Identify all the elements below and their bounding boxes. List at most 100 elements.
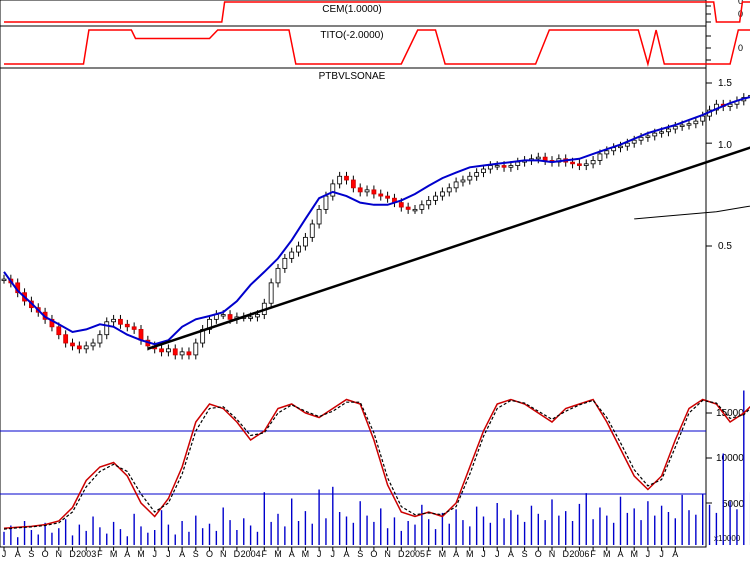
candle-body — [412, 208, 418, 212]
candle-body — [296, 245, 301, 253]
candle-body — [467, 175, 473, 181]
candle-body — [248, 316, 254, 319]
candle-body — [727, 103, 733, 107]
candle-body — [378, 193, 384, 197]
cem-title: CEM(1.0000) — [322, 4, 381, 15]
candle-body — [638, 136, 644, 141]
x-tick-label: J — [317, 549, 322, 558]
x-tick-label: A — [508, 549, 514, 558]
candle-body — [624, 142, 630, 147]
x-tick-label: M — [630, 549, 638, 558]
candle-body — [460, 179, 466, 183]
candle-body — [700, 115, 706, 122]
x-tick-label: M — [110, 549, 118, 558]
oscillator-line-0 — [3, 398, 750, 529]
candle-body — [282, 257, 288, 269]
x-tick-label: S — [28, 549, 34, 558]
x-tick-label: M — [137, 549, 145, 558]
cem-series-line-0 — [4, 1, 750, 23]
x-tick-label: O — [206, 549, 213, 558]
trendline — [147, 146, 750, 350]
candle-body — [508, 165, 514, 168]
x-tick-label: D — [69, 549, 76, 558]
x-tick-label: S — [522, 549, 528, 558]
x-tick-label: M — [466, 549, 474, 558]
x-tick-label: A — [343, 549, 349, 558]
x-tick-label: N — [384, 549, 391, 558]
x-tick-label: J — [166, 549, 171, 558]
candle-body — [577, 163, 582, 166]
candle-body — [652, 132, 658, 137]
candle-body — [255, 314, 260, 318]
candle-body — [179, 351, 185, 356]
tito-title: TITO(-2.0000) — [320, 30, 383, 41]
candle-body — [618, 145, 623, 149]
osc-tick-label-2: 5000 — [722, 499, 745, 510]
osc-multiplier-label: x10000 — [714, 534, 741, 543]
x-tick-label: O — [42, 549, 49, 558]
x-tick-label: D — [234, 549, 241, 558]
candle-body — [337, 175, 343, 185]
x-tick-label: 2004 — [241, 549, 261, 558]
candle-body — [631, 139, 637, 144]
x-tick-label: M — [274, 549, 282, 558]
moving-average-line-1 — [634, 205, 750, 220]
x-tick-label: N — [56, 549, 63, 558]
candle-body — [542, 156, 548, 161]
candle-body — [104, 321, 110, 336]
x-tick-label: J — [2, 549, 7, 558]
x-tick-label: M — [603, 549, 611, 558]
candle-body — [49, 318, 55, 328]
cem-tick-0: 0 — [738, 0, 743, 6]
candle-body — [83, 345, 89, 350]
candle-body — [350, 179, 356, 189]
x-tick-label: O — [535, 549, 542, 558]
x-tick-label: F — [426, 549, 432, 558]
x-axis-layer: J A S O N D 2003 F M A M J J A S O N D 2004 F M A M J J A S O N D 2005… — [0, 546, 706, 559]
candle-body — [659, 131, 664, 134]
x-tick-label: A — [15, 549, 21, 558]
osc-tick-label-1: 10000 — [716, 453, 744, 464]
candle-body — [419, 204, 425, 210]
candle-body — [309, 223, 315, 238]
x-tick-label: J — [659, 549, 664, 558]
candle-body — [645, 135, 651, 138]
x-tick-label: 2006 — [569, 549, 589, 558]
candle-body — [597, 153, 603, 161]
candle-body — [474, 172, 480, 177]
x-tick-label: A — [179, 549, 185, 558]
x-tick-label: A — [289, 549, 295, 558]
candle-body — [535, 156, 541, 160]
candle-body — [590, 160, 596, 165]
x-tick-label: F — [97, 549, 103, 558]
tito-layer — [4, 29, 750, 67]
price-tick-label-1: 1.0 — [718, 140, 732, 151]
candle-body — [439, 191, 445, 197]
x-tick-label: F — [262, 549, 268, 558]
candle-body — [604, 150, 610, 155]
x-tick-label: D — [562, 549, 569, 558]
x-tick-label: N — [220, 549, 227, 558]
candle-body — [583, 163, 589, 166]
candle-body — [316, 208, 322, 225]
candle-body — [70, 342, 75, 347]
candles-layer — [1, 93, 750, 360]
x-tick-label: A — [453, 549, 459, 558]
candle-body — [446, 187, 452, 193]
candle-body — [405, 206, 411, 210]
tito-series-line-0 — [4, 29, 750, 67]
oscillator-line-1 — [3, 399, 750, 530]
x-tick-label: J — [331, 549, 336, 558]
x-tick-label: M — [439, 549, 447, 558]
osc-tick-label-0: 15000 — [716, 408, 744, 419]
x-tick-label: J — [481, 549, 486, 558]
candle-body — [131, 326, 137, 330]
x-tick-label: J — [495, 549, 500, 558]
candle-body — [97, 334, 103, 344]
candle-body — [453, 181, 459, 189]
candle-body — [275, 267, 281, 284]
candle-body — [220, 314, 226, 317]
candle-body — [302, 236, 308, 247]
x-tick-label: A — [672, 549, 678, 558]
candle-body — [330, 183, 336, 197]
